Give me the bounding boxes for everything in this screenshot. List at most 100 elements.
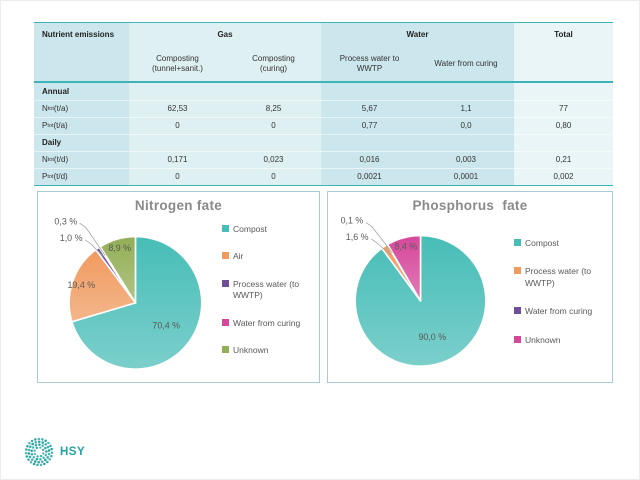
logo-dot: [47, 441, 50, 445]
section-label: Daily: [34, 134, 129, 151]
logo-dot: [25, 455, 29, 458]
data-label: 0,1 %: [341, 215, 364, 225]
logo-dot: [39, 463, 43, 467]
legend-swatch-icon: [514, 335, 521, 343]
table-cell: 0,0: [418, 117, 514, 134]
table-cell: [418, 134, 514, 151]
legend-item-water-from-curing: Water from curing: [514, 306, 612, 317]
table-cell: [514, 83, 613, 100]
logo-dot: [44, 453, 48, 457]
logo-dot: [34, 438, 37, 441]
phosphorus-fate-chart: Phosphorus fate 90,0 % 8,4 % 0,1 % 1,6 % Co…: [327, 191, 613, 383]
logo-dot: [44, 439, 47, 443]
slice-compost: [71, 235, 203, 370]
column-header: Composting (tunnel+sanit.): [129, 47, 226, 81]
logo-dot: [41, 444, 45, 447]
legend-swatch-icon: [514, 239, 521, 246]
legend-item-unknown: Unknown: [222, 345, 320, 356]
chart-title: Nitrogen fate: [134, 198, 223, 213]
logo-dot: [36, 463, 39, 467]
table-cell: [321, 134, 418, 151]
nitrogen-legend: Compost Air Process water (to WWTP) Water f…: [222, 224, 320, 357]
table-cell: [226, 83, 321, 100]
logo-dot: [32, 462, 36, 466]
slice-unknown: [386, 234, 422, 302]
phosphorus-legend: Compost Process water (to WWTP) Water from…: [514, 238, 612, 346]
table-cell: 0,77: [321, 117, 418, 134]
logo-dot: [41, 441, 45, 444]
logo-dot: [27, 448, 31, 452]
slice-compost: [354, 234, 487, 367]
data-label: 1,0 %: [60, 233, 83, 243]
logo-dot: [33, 460, 37, 463]
logo-dot: [46, 460, 49, 464]
logo-dot: [47, 449, 51, 452]
nitrogen-pie: 70,4 % 19,4 % 8,9 % 0,3 % 1,0 %: [54, 216, 203, 370]
column-header: Process water to WWTP: [321, 47, 418, 81]
data-label: 8,4 %: [395, 242, 418, 252]
logo-dot: [44, 446, 47, 450]
logo-dot: [41, 448, 45, 451]
logo-dot: [34, 441, 38, 444]
logo-dot: [42, 456, 45, 460]
legend-item-process-water-to-wwtp: Process water (to WWTP): [222, 279, 320, 302]
logo-dot: [49, 444, 52, 448]
logo-dot: [41, 438, 44, 441]
table-cell: 0: [129, 117, 226, 134]
leader-line: [365, 222, 393, 254]
logo-dot: [46, 456, 49, 459]
logo-dot: [35, 446, 38, 450]
legend-swatch-icon: [222, 318, 229, 326]
table-cell: 0,003: [418, 151, 514, 168]
table-cell: 8,25: [226, 100, 321, 117]
logo-dot: [44, 443, 48, 446]
leader-line: [84, 239, 104, 257]
table-cell: 0,0021: [321, 168, 418, 185]
logo-dot: [30, 449, 33, 452]
leader-line: [370, 238, 391, 255]
table-cell: 0,002: [514, 168, 613, 185]
group-header-water: Water: [321, 23, 514, 47]
table-cell: 0,023: [226, 151, 321, 168]
logo-dot: [30, 439, 34, 443]
emissions-table: Nutrient emissions Gas Water Total Compostin…: [34, 22, 613, 186]
legend-swatch-icon: [222, 279, 229, 287]
header-divider: [34, 81, 613, 83]
nitrogen-fate-chart: Nitrogen fate 70,4 % 19,4 % 8,9 % 0,3 % 1,0 …: [37, 191, 320, 383]
table-cell: 5,67: [321, 100, 418, 117]
chart-title: Phosphorus fate: [412, 198, 528, 213]
data-label: 19,4 %: [67, 280, 95, 290]
logo-dot: [45, 450, 48, 453]
logo-dot: [30, 458, 34, 461]
legend-item-unknown: Unknown: [514, 335, 612, 346]
table-cell: 0: [226, 168, 321, 185]
legend-item-process-water-to-wwtp: Process water (to WWTP): [514, 266, 612, 289]
logo-dot: [35, 457, 39, 461]
hsy-logo-icon: [24, 437, 54, 467]
legend-label: Unknown: [525, 334, 561, 345]
logo-dot: [26, 444, 29, 448]
legend-label: Water from curing: [233, 317, 301, 328]
table-cell: [514, 134, 613, 151]
legend-label: Water from curing: [525, 306, 593, 317]
legend-item-compost: Compost: [514, 238, 612, 249]
logo-dot: [39, 446, 42, 449]
phosphorus-pie: 90,0 % 8,4 % 0,1 % 1,6 %: [341, 215, 487, 367]
data-label: 0,3 %: [54, 216, 77, 226]
group-header-total: Total: [514, 23, 613, 81]
table-cell: 0,016: [321, 151, 418, 168]
logo-dot: [40, 454, 43, 458]
logo-dot: [39, 458, 42, 461]
legend-label: Air: [233, 251, 244, 262]
table-cell: 0,0001: [418, 168, 514, 185]
logo-dot: [50, 454, 53, 458]
logo-dot: [44, 458, 47, 462]
legend-item-compost: Compost: [222, 224, 320, 235]
logo-dot: [37, 437, 41, 441]
logo-dot: [27, 458, 30, 461]
table-cell: 62,53: [129, 100, 226, 117]
